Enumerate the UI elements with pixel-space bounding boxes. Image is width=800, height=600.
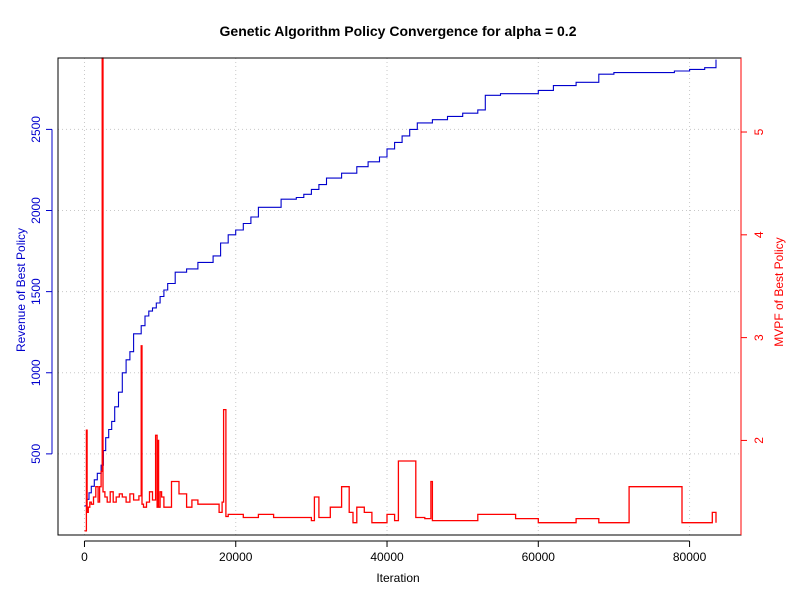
x-axis-label: Iteration xyxy=(376,571,419,585)
axes: 0 20000 40000 60000 80000 500 1000 1500 2000 2500… xyxy=(29,57,766,564)
x-tick-label: 80000 xyxy=(673,550,707,564)
chart-title: Genetic Algorithm Policy Convergence for… xyxy=(220,23,577,39)
x-tick-label: 60000 xyxy=(522,550,556,564)
right-y-tick-label: 5 xyxy=(752,128,766,135)
right-y-tick-label: 3 xyxy=(752,334,766,341)
right-y-tick-label: 4 xyxy=(752,231,766,238)
left-y-tick-label: 500 xyxy=(29,444,43,464)
right-y-axis-label: MVPF of Best Policy xyxy=(772,237,786,346)
left-y-tick-label: 1500 xyxy=(29,278,43,305)
left-y-tick-label: 2500 xyxy=(29,116,43,143)
x-tick-label: 20000 xyxy=(219,550,253,564)
left-y-tick-label: 2000 xyxy=(29,197,43,224)
series-lines xyxy=(84,57,717,532)
right-y-tick-label: 2 xyxy=(752,437,766,444)
left-y-axis-label: Revenue of Best Policy xyxy=(14,228,28,352)
x-tick-label: 40000 xyxy=(370,550,404,564)
x-tick-label: 0 xyxy=(81,550,88,564)
left-y-tick-label: 1000 xyxy=(29,359,43,386)
mvpf-series-line xyxy=(84,57,717,532)
revenue-series-line xyxy=(84,59,717,507)
